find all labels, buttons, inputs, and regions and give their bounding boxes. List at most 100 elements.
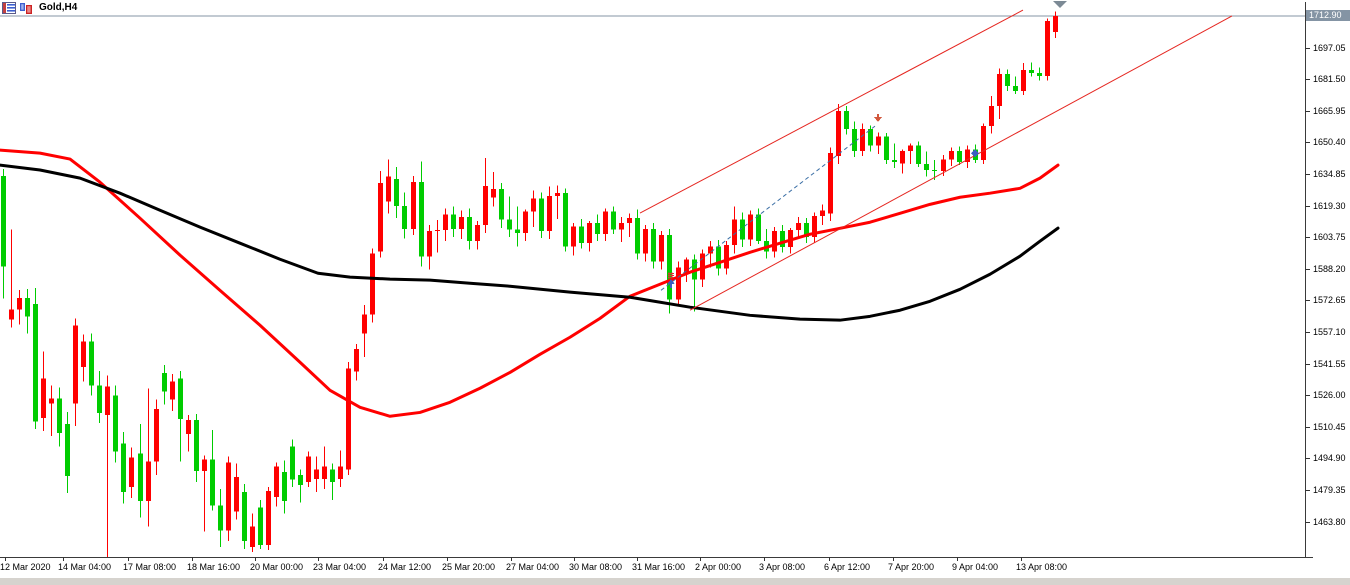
price-tick [1305, 268, 1310, 270]
candle-body [386, 176, 391, 202]
candle-body [1053, 15, 1058, 32]
candle-body [266, 491, 271, 545]
time-tick [192, 557, 193, 561]
time-tick-label: 6 Apr 12:00 [824, 562, 871, 572]
buy-arrow-icon [670, 284, 672, 289]
time-tick [957, 557, 958, 561]
channel-lower-trendline [689, 15, 1233, 311]
candle-body [146, 461, 151, 502]
candle-body [997, 73, 1002, 107]
candle-body [892, 160, 897, 162]
candle-body [258, 507, 263, 545]
candle-body [290, 446, 295, 480]
candle-body [1, 176, 6, 267]
time-tick-label: 14 Mar 04:00 [58, 562, 112, 572]
time-tick [511, 557, 512, 561]
price-tick [1305, 79, 1310, 81]
time-tick-label: 31 Mar 16:00 [632, 562, 686, 572]
candle-body [41, 378, 46, 418]
candle-body [411, 182, 416, 229]
candle-body [499, 189, 504, 220]
candle-body [138, 453, 143, 502]
candle-body [507, 219, 512, 230]
candle-body [916, 145, 921, 165]
candle-body [162, 373, 167, 392]
chart-shift-triangle-icon[interactable] [1052, 1, 1067, 8]
candle-body [97, 385, 102, 413]
time-tick [829, 557, 830, 561]
candle-body [619, 222, 624, 230]
candle-body [178, 378, 183, 419]
candle-body [491, 189, 496, 198]
candle-body [459, 216, 464, 229]
candle-body [531, 198, 536, 212]
candle-body [89, 341, 94, 386]
candle-body [716, 246, 721, 269]
candle-body [451, 214, 456, 229]
candle-body [740, 219, 745, 240]
candle-body [33, 304, 38, 422]
candle-body [121, 443, 126, 493]
price-tick [1305, 205, 1310, 207]
time-tick [255, 557, 256, 561]
sell-arrow-icon [877, 114, 879, 118]
candle-body [49, 398, 54, 404]
candle-body [402, 206, 407, 229]
price-tick [1305, 489, 1310, 491]
candle-body [571, 226, 576, 247]
candle-body [57, 398, 62, 434]
time-tick [63, 557, 64, 561]
candle-body [322, 466, 327, 479]
candle-body [435, 229, 440, 232]
candle-body [708, 246, 713, 254]
price-tick-label: 1463.80 [1313, 516, 1346, 527]
candle-body [330, 469, 335, 482]
price-tick-label: 1541.55 [1313, 358, 1346, 369]
time-axis[interactable]: 12 Mar 2020 14 Mar 04:00 17 Mar 08:00 18 Ma… [0, 557, 1310, 578]
candle-body [250, 526, 255, 547]
time-tick [128, 557, 129, 561]
price-tick-label: 1572.65 [1313, 295, 1346, 306]
candle-body [651, 228, 656, 262]
time-tick-label: 3 Apr 08:00 [759, 562, 806, 572]
window-bottom-strip [0, 578, 1350, 585]
candle-body [732, 219, 737, 246]
candle-body [370, 253, 375, 315]
candle-body [924, 164, 929, 171]
price-axis[interactable]: 1697.05 1681.50 1665.95 1650.40 1634.85 1619.… [1305, 0, 1350, 557]
candle-body [676, 267, 681, 300]
candle-body [884, 136, 889, 161]
time-tick [700, 557, 701, 561]
candle-body [932, 170, 937, 172]
candle-body [908, 145, 913, 152]
candle-body [748, 214, 753, 240]
candle-body [941, 159, 946, 172]
candle-body [73, 325, 78, 404]
candle-body [965, 149, 970, 162]
price-tick-label: 1681.50 [1313, 74, 1346, 85]
black-moving-average-line [0, 163, 1060, 322]
candle-body [226, 462, 231, 531]
time-tick-label: 25 Mar 20:00 [442, 562, 496, 572]
candle-body [539, 198, 544, 232]
time-tick-label: 12 Mar 2020 [0, 562, 51, 572]
candle-body [483, 186, 488, 225]
time-tick-label: 23 Mar 04:00 [313, 562, 367, 572]
price-tick [1305, 363, 1310, 365]
candle-body [700, 253, 705, 280]
candle-body [852, 128, 857, 152]
candle-body [394, 179, 399, 207]
price-tick-label: 1479.35 [1313, 484, 1346, 495]
time-axis-line [0, 557, 1313, 558]
time-tick [5, 557, 6, 561]
candle-body [635, 217, 640, 254]
diamond-marker-icon [971, 149, 979, 158]
candle-body [113, 395, 118, 452]
candle-body [724, 245, 729, 269]
time-tick [637, 557, 638, 561]
candle-body [354, 349, 359, 372]
current-price-label: 1712.90 [1306, 10, 1350, 22]
candle-body [419, 182, 424, 257]
